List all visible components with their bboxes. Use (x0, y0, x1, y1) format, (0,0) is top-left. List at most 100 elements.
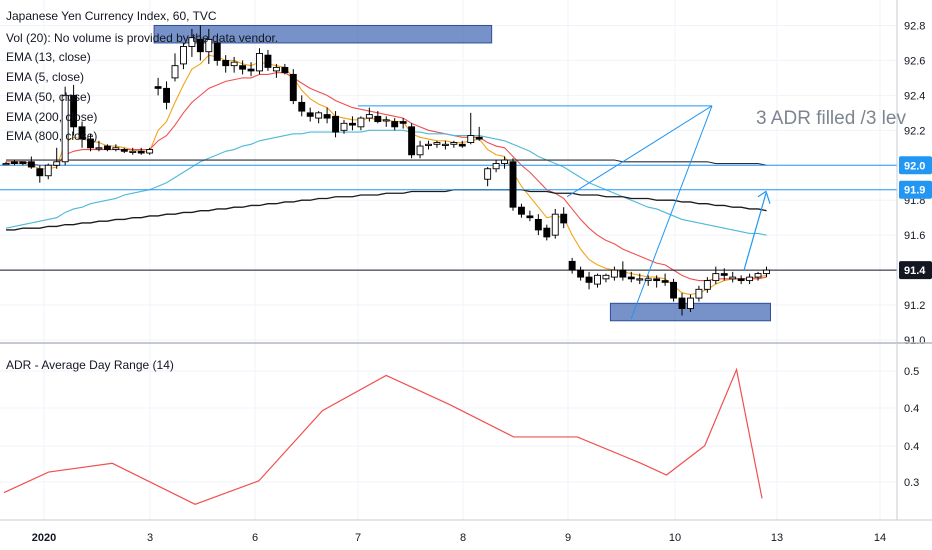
candle-body (627, 276, 635, 280)
candle-body (458, 143, 466, 147)
adr-pane-title[interactable]: ADR - Average Day Range (14) (6, 358, 174, 372)
candle-body (10, 161, 18, 164)
time-tick-label: 6 (252, 532, 258, 544)
candle-body (120, 149, 128, 152)
candle-body (306, 112, 314, 117)
candle-body (256, 52, 263, 72)
ema-line (6, 189, 767, 231)
candle-body (475, 136, 483, 140)
candle-body (87, 138, 94, 149)
candle-body (247, 68, 255, 72)
candle-body (264, 54, 272, 68)
candle-body (154, 86, 162, 89)
time-tick-label: 14 (874, 532, 886, 544)
candle-body (594, 274, 601, 285)
price-tag-label: 91.9 (904, 185, 925, 197)
time-axis[interactable]: 2020 3 6 7 8 9 10 13 14 (32, 532, 886, 544)
candle-body (644, 278, 652, 282)
candle-body (687, 297, 694, 309)
time-tick-label: 9 (565, 532, 571, 544)
candle-body (103, 145, 111, 150)
candle-body (205, 39, 213, 53)
candle-body (332, 115, 339, 133)
adr-tick-label: 0.4 (904, 441, 919, 453)
price-tag (899, 156, 932, 175)
price-tick-label: 91.2 (904, 300, 925, 312)
candle-body (112, 147, 120, 150)
candle-body (754, 273, 762, 278)
zone-layer (153, 24, 772, 322)
candle-body (484, 168, 492, 180)
time-tick-label: 8 (460, 532, 466, 544)
ema-line (6, 159, 767, 166)
time-tick-label: 2020 (32, 532, 56, 544)
candle-body (146, 149, 154, 154)
horizontal-line-layer (0, 164, 897, 271)
candle-body (568, 260, 576, 271)
candle-body (289, 73, 297, 102)
volume-legend[interactable]: Vol (20): No volume is provided by the d… (6, 31, 279, 45)
time-tick-label: 13 (771, 532, 783, 544)
candle-body (695, 288, 703, 299)
candle-body (27, 161, 35, 168)
candle-body (526, 215, 534, 219)
ema13-legend[interactable]: EMA (13, close) (6, 50, 91, 64)
candle-body (188, 37, 196, 47)
ema50-legend[interactable]: EMA (50, close) (6, 90, 91, 104)
candle-body (298, 101, 306, 112)
candle-body (636, 278, 644, 281)
candle-body (70, 94, 78, 128)
candle-body (585, 276, 593, 283)
candle-body (763, 269, 770, 275)
ema200-legend[interactable]: EMA (200, close) (6, 110, 98, 124)
candle-body (703, 280, 711, 290)
candle-body (551, 213, 559, 236)
price-axis[interactable]: 92.892.692.492.292.091.891.691.491.291.0… (899, 20, 932, 347)
time-tick-label: 3 (147, 532, 153, 544)
adr-axis[interactable]: 0.5 0.4 0.4 0.3 (904, 366, 919, 489)
adr-tick-label: 0.3 (904, 477, 919, 489)
price-tag-label: 91.4 (904, 265, 926, 277)
adr-series-line (3, 367, 763, 505)
arrow-head (757, 190, 771, 204)
candle-body (518, 206, 525, 215)
candle-body (374, 115, 382, 123)
candle-body (391, 121, 399, 128)
chart-annotation[interactable]: 3 ADR filled /3 lev (756, 108, 906, 129)
candle-body (560, 213, 568, 224)
candle-body (712, 273, 720, 282)
candle-body (230, 61, 238, 67)
candle-body (349, 122, 356, 126)
ema800-legend[interactable]: EMA (800, close) (6, 129, 98, 143)
candle-body (272, 66, 280, 72)
trend-line (630, 105, 713, 320)
candle-body (492, 163, 500, 170)
candle-body (653, 278, 661, 282)
candle-body (179, 45, 187, 65)
zone-rectangle (153, 24, 493, 44)
candle-body (365, 114, 373, 119)
time-tick-label: 10 (669, 532, 681, 544)
price-tag (899, 180, 932, 199)
candle-body (534, 218, 542, 231)
projection-arrow (743, 193, 767, 271)
time-tick-label: 7 (355, 532, 361, 544)
candle-body (222, 59, 230, 67)
candle-body (340, 122, 348, 131)
price-tag (899, 261, 932, 280)
ema5-legend[interactable]: EMA (5, close) (6, 70, 85, 84)
candle-body (61, 94, 69, 163)
candle-body (44, 164, 52, 177)
candle-body (602, 274, 610, 280)
candle-body (441, 143, 449, 146)
price-tick-label: 91.6 (904, 230, 925, 242)
candle-body (95, 147, 103, 150)
candle-body (610, 269, 618, 278)
candle-body (53, 161, 61, 166)
candle-body (357, 117, 365, 128)
candle-body (661, 280, 669, 283)
adr-tick-label: 0.5 (904, 366, 919, 378)
candle-body (399, 121, 407, 124)
price-tag-label: 92.0 (904, 160, 925, 172)
candle-body (19, 161, 27, 164)
